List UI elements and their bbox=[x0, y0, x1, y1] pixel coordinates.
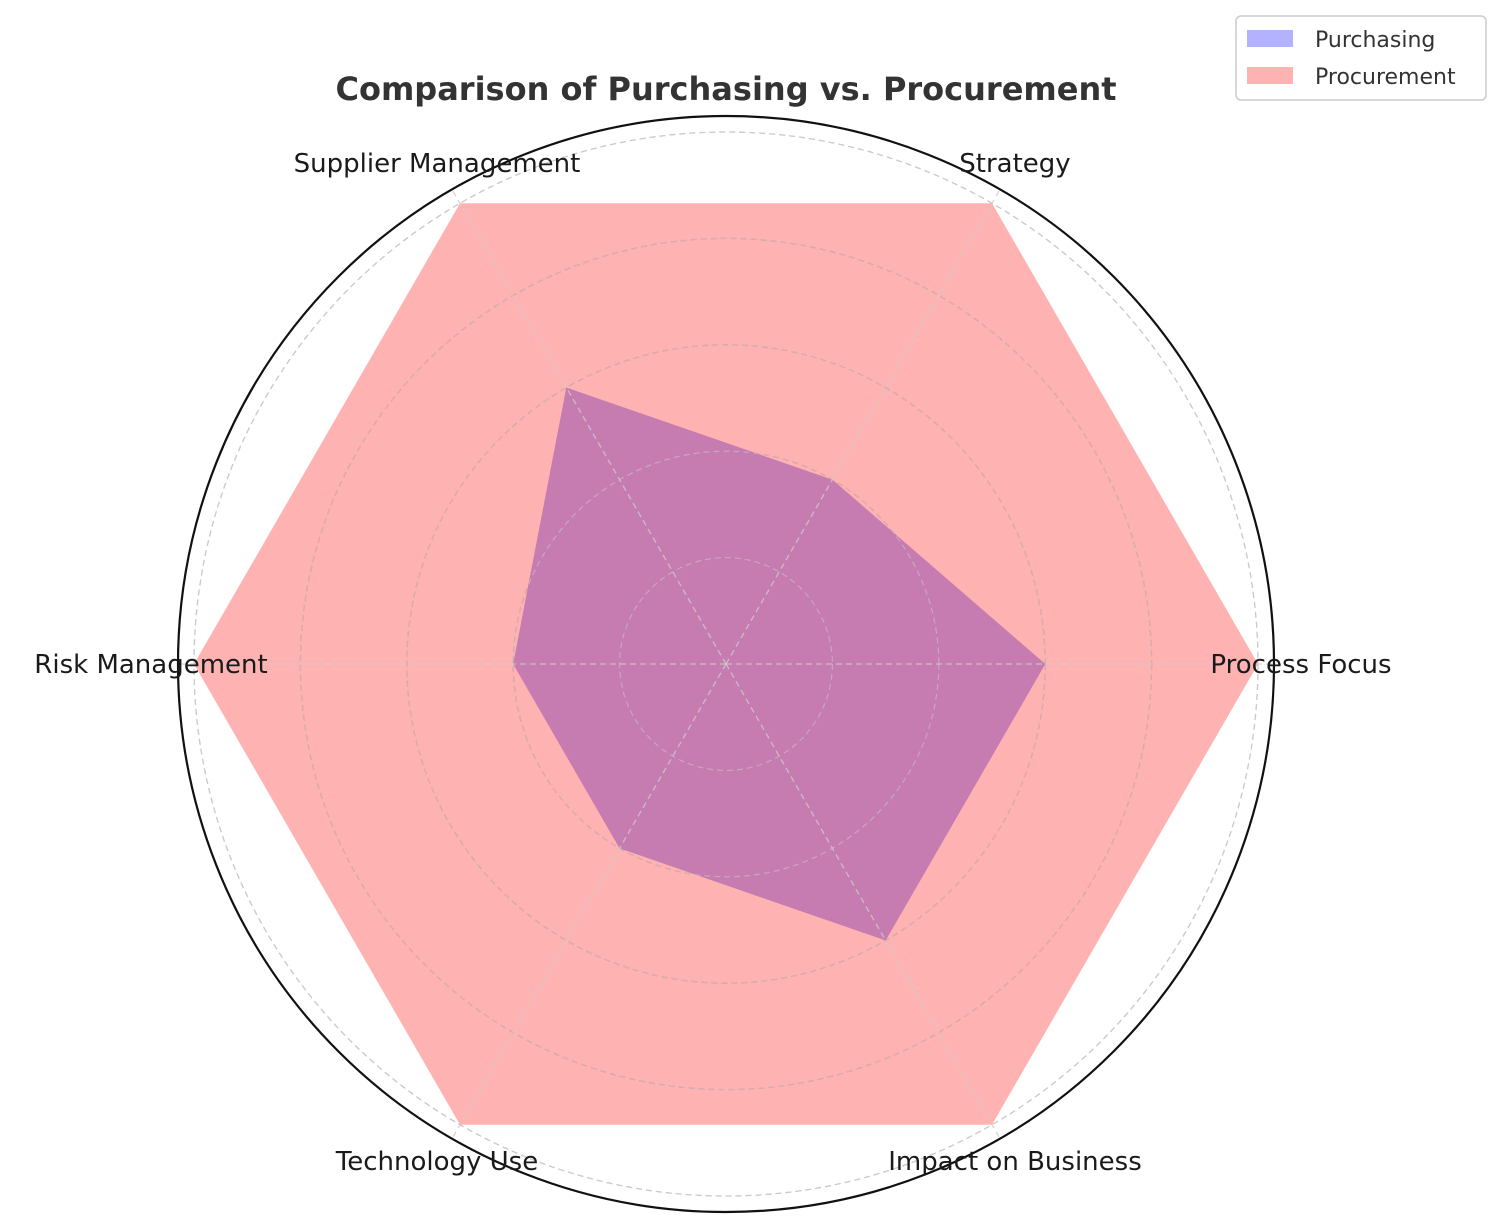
spoke-2 bbox=[451, 189, 727, 665]
legend-swatch-purchasing bbox=[1247, 30, 1293, 47]
spoke-5 bbox=[725, 663, 1001, 1139]
axis-labels: Process Focus Strategy Supplier Management… bbox=[34, 149, 1391, 1177]
spoke-4 bbox=[451, 663, 727, 1139]
axis-label-risk-management: Risk Management bbox=[34, 650, 267, 680]
legend: Purchasing Procurement bbox=[1235, 15, 1487, 101]
grid-ring-overlay-4 bbox=[299, 237, 1153, 1091]
legend-label-purchasing: Purchasing bbox=[1315, 28, 1435, 53]
axis-label-strategy: Strategy bbox=[959, 149, 1070, 179]
chart-title: Comparison of Purchasing vs. Procurement bbox=[335, 70, 1116, 108]
legend-swatch-procurement bbox=[1247, 67, 1293, 84]
axis-label-supplier-management: Supplier Management bbox=[294, 149, 581, 179]
grid-ring-overlay-1 bbox=[619, 557, 833, 771]
legend-label-procurement: Procurement bbox=[1315, 65, 1456, 90]
grid-ring-overlay-2 bbox=[512, 450, 940, 878]
legend-frame bbox=[1235, 15, 1487, 101]
grid-ring-overlay-5 bbox=[193, 131, 1259, 1197]
axis-label-process-focus: Process Focus bbox=[1210, 650, 1391, 680]
spoke-1 bbox=[725, 189, 1001, 665]
grid-ring-overlay-3 bbox=[406, 344, 1046, 984]
axis-label-impact-on-business: Impact on Business bbox=[888, 1147, 1142, 1177]
outer-frame-circle bbox=[176, 114, 1276, 1214]
radar-spokes bbox=[178, 131, 1274, 1197]
axis-label-technology-use: Technology Use bbox=[335, 1147, 538, 1177]
